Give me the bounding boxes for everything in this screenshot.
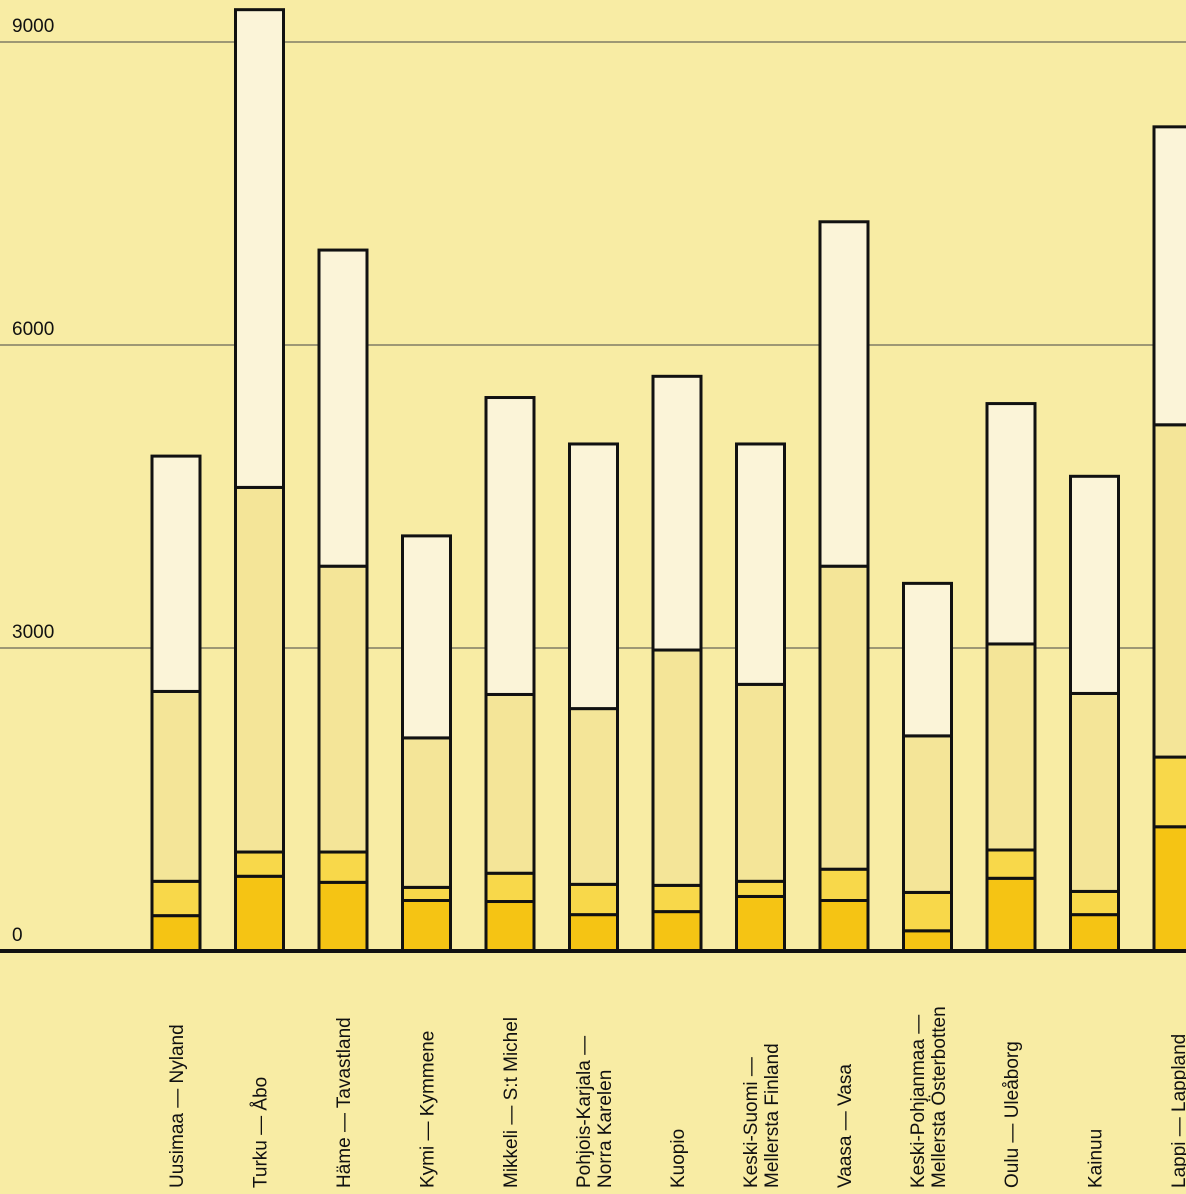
bar-segment xyxy=(902,581,953,738)
category-label: Keski-Pohjanmaa — xyxy=(908,1015,929,1188)
bar-segment xyxy=(234,485,285,854)
bar-stack xyxy=(401,534,452,953)
bar-segment xyxy=(317,850,369,884)
bar-segment xyxy=(150,914,202,953)
category-label: Oulu — Uleåborg xyxy=(1002,1041,1023,1188)
bar-stack xyxy=(1069,474,1120,953)
bar-stack xyxy=(902,581,953,953)
bar-segment xyxy=(818,564,870,871)
bar-segment xyxy=(818,867,870,903)
bar-segment xyxy=(1069,691,1120,893)
bar-segment xyxy=(1069,913,1120,953)
bar-stack xyxy=(484,396,536,953)
category-label: Lappi — Lappland xyxy=(1169,1034,1186,1188)
bar-segment xyxy=(985,402,1037,646)
bar-segment xyxy=(985,848,1037,880)
bar-stack xyxy=(317,248,369,953)
y-tick-label: 3000 xyxy=(12,622,54,643)
bar-segment xyxy=(568,882,619,917)
bar-stack xyxy=(150,454,202,953)
bar-segment xyxy=(985,876,1037,953)
bar-segment xyxy=(1152,423,1186,759)
bar-segment xyxy=(234,850,285,878)
y-tick-labels: 0 3000 6000 9000 xyxy=(12,16,54,946)
bar-segment xyxy=(484,692,536,875)
bar-stack xyxy=(568,442,619,953)
bar-segment xyxy=(484,396,536,696)
bar-segment xyxy=(568,913,619,953)
bar-segment xyxy=(735,879,786,898)
bar-segment xyxy=(1152,125,1186,427)
bar-stack xyxy=(234,8,285,953)
category-label: Kainuu xyxy=(1086,1129,1107,1188)
bar-segment xyxy=(651,883,703,914)
bar-segment xyxy=(1069,474,1120,695)
bar-segment xyxy=(1152,825,1186,953)
bar-stack xyxy=(818,220,870,953)
y-tick-label: 6000 xyxy=(12,319,54,340)
bar-stack xyxy=(1152,125,1186,953)
bar-segment xyxy=(902,890,953,933)
category-label: Häme — Tavastland xyxy=(334,1017,355,1188)
category-label: Norra Karelen xyxy=(595,1070,616,1188)
bar-segment xyxy=(234,874,285,953)
category-label: Kymi — Kymmene xyxy=(418,1031,439,1188)
bar-segment xyxy=(317,248,369,568)
y-tick-label: 9000 xyxy=(12,16,54,37)
bar-segment xyxy=(651,648,703,887)
bar-segment xyxy=(401,534,452,740)
category-label: Mellersta Österbotten xyxy=(929,1006,950,1188)
bar-segment xyxy=(234,8,285,489)
category-label: Mellersta Finland xyxy=(762,1043,783,1188)
bar-segment xyxy=(401,885,452,902)
category-label: Vaasa — Vasa xyxy=(835,1064,856,1188)
bar-segment xyxy=(150,689,202,883)
bar-segment xyxy=(735,442,786,686)
bar-segment xyxy=(317,564,369,854)
category-label: Uusimaa — Nyland xyxy=(167,1024,188,1188)
bar-segment xyxy=(902,734,953,894)
category-labels: Uusimaa — Nyland Turku — Åbo Häme — Tavast… xyxy=(167,1006,1186,1188)
category-label: Keski-Suomi — xyxy=(741,1057,762,1188)
bar-segment xyxy=(651,910,703,953)
bar-segment xyxy=(985,642,1037,852)
bar-segment xyxy=(317,880,369,953)
bar-segment xyxy=(568,442,619,711)
bars xyxy=(150,8,1186,953)
bar-segment xyxy=(484,871,536,904)
bar-segment xyxy=(651,374,703,652)
bar-segment xyxy=(818,899,870,953)
bar-segment xyxy=(735,894,786,953)
bar-segment xyxy=(150,879,202,918)
bar-stack xyxy=(735,442,786,953)
bar-stack xyxy=(651,374,703,953)
bar-segment xyxy=(401,736,452,889)
bar-segment xyxy=(1069,889,1120,917)
category-label: Turku — Åbo xyxy=(251,1077,272,1188)
bar-segment xyxy=(150,454,202,693)
category-label: Kuopio xyxy=(668,1129,689,1188)
bar-segment xyxy=(484,900,536,953)
bar-segment xyxy=(818,220,870,568)
bar-segment xyxy=(735,682,786,883)
category-label: Mikkeli — S:t Michel xyxy=(501,1017,522,1188)
bar-segment xyxy=(902,929,953,953)
bar-stack xyxy=(985,402,1037,953)
bar-segment xyxy=(1152,755,1186,829)
y-tick-label: 0 xyxy=(12,925,23,946)
bar-segment xyxy=(568,707,619,886)
category-label: Pohjois-Karjala — xyxy=(574,1036,595,1188)
bar-segment xyxy=(401,899,452,953)
